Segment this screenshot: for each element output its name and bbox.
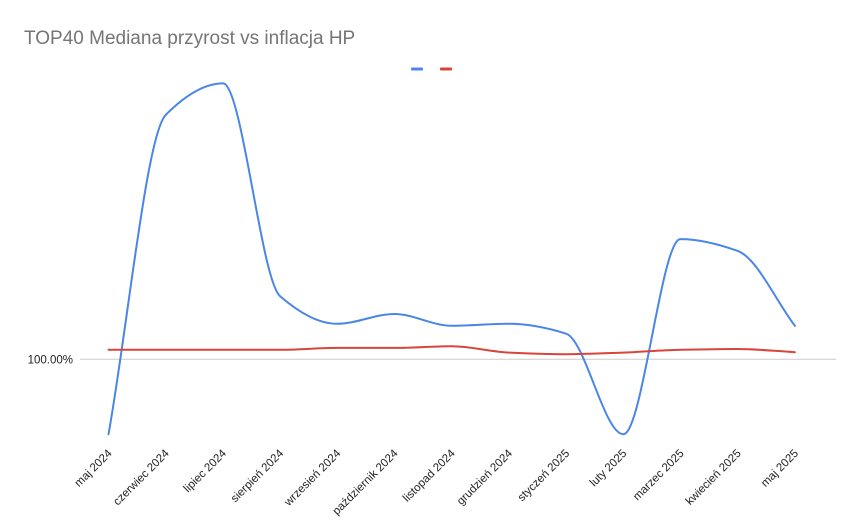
series-line-2 bbox=[107, 345, 796, 356]
chart-title: TOP40 Mediana przyrost vs inflacja HP bbox=[24, 28, 355, 49]
y-axis: 100.00% bbox=[28, 354, 73, 366]
x-tick-label: kwiecień 2025 bbox=[684, 448, 744, 508]
x-tick-label: lipiec 2024 bbox=[182, 447, 230, 495]
y-tick-label: 100.00% bbox=[28, 354, 73, 366]
x-tick-label: grudzień 2024 bbox=[455, 447, 515, 507]
x-tick-label: maj 2024 bbox=[73, 447, 115, 489]
x-tick-label: sierpień 2024 bbox=[229, 447, 287, 505]
x-tick-label: luty 2025 bbox=[588, 448, 629, 489]
legend-swatch-1 bbox=[411, 67, 423, 71]
x-tick-label: listopad 2024 bbox=[401, 447, 458, 504]
x-tick-label: marzec 2025 bbox=[631, 448, 686, 503]
chart-series bbox=[107, 82, 796, 436]
legend-swatch-2 bbox=[440, 67, 452, 71]
chart-legend bbox=[411, 67, 452, 71]
x-tick-label: czerwiec 2024 bbox=[111, 447, 172, 508]
x-tick-label: maj 2025 bbox=[759, 448, 801, 490]
x-tick-label: styczeń 2025 bbox=[516, 448, 572, 504]
series-line-1 bbox=[107, 82, 796, 436]
x-tick-label: wrzesień 2024 bbox=[282, 447, 344, 509]
